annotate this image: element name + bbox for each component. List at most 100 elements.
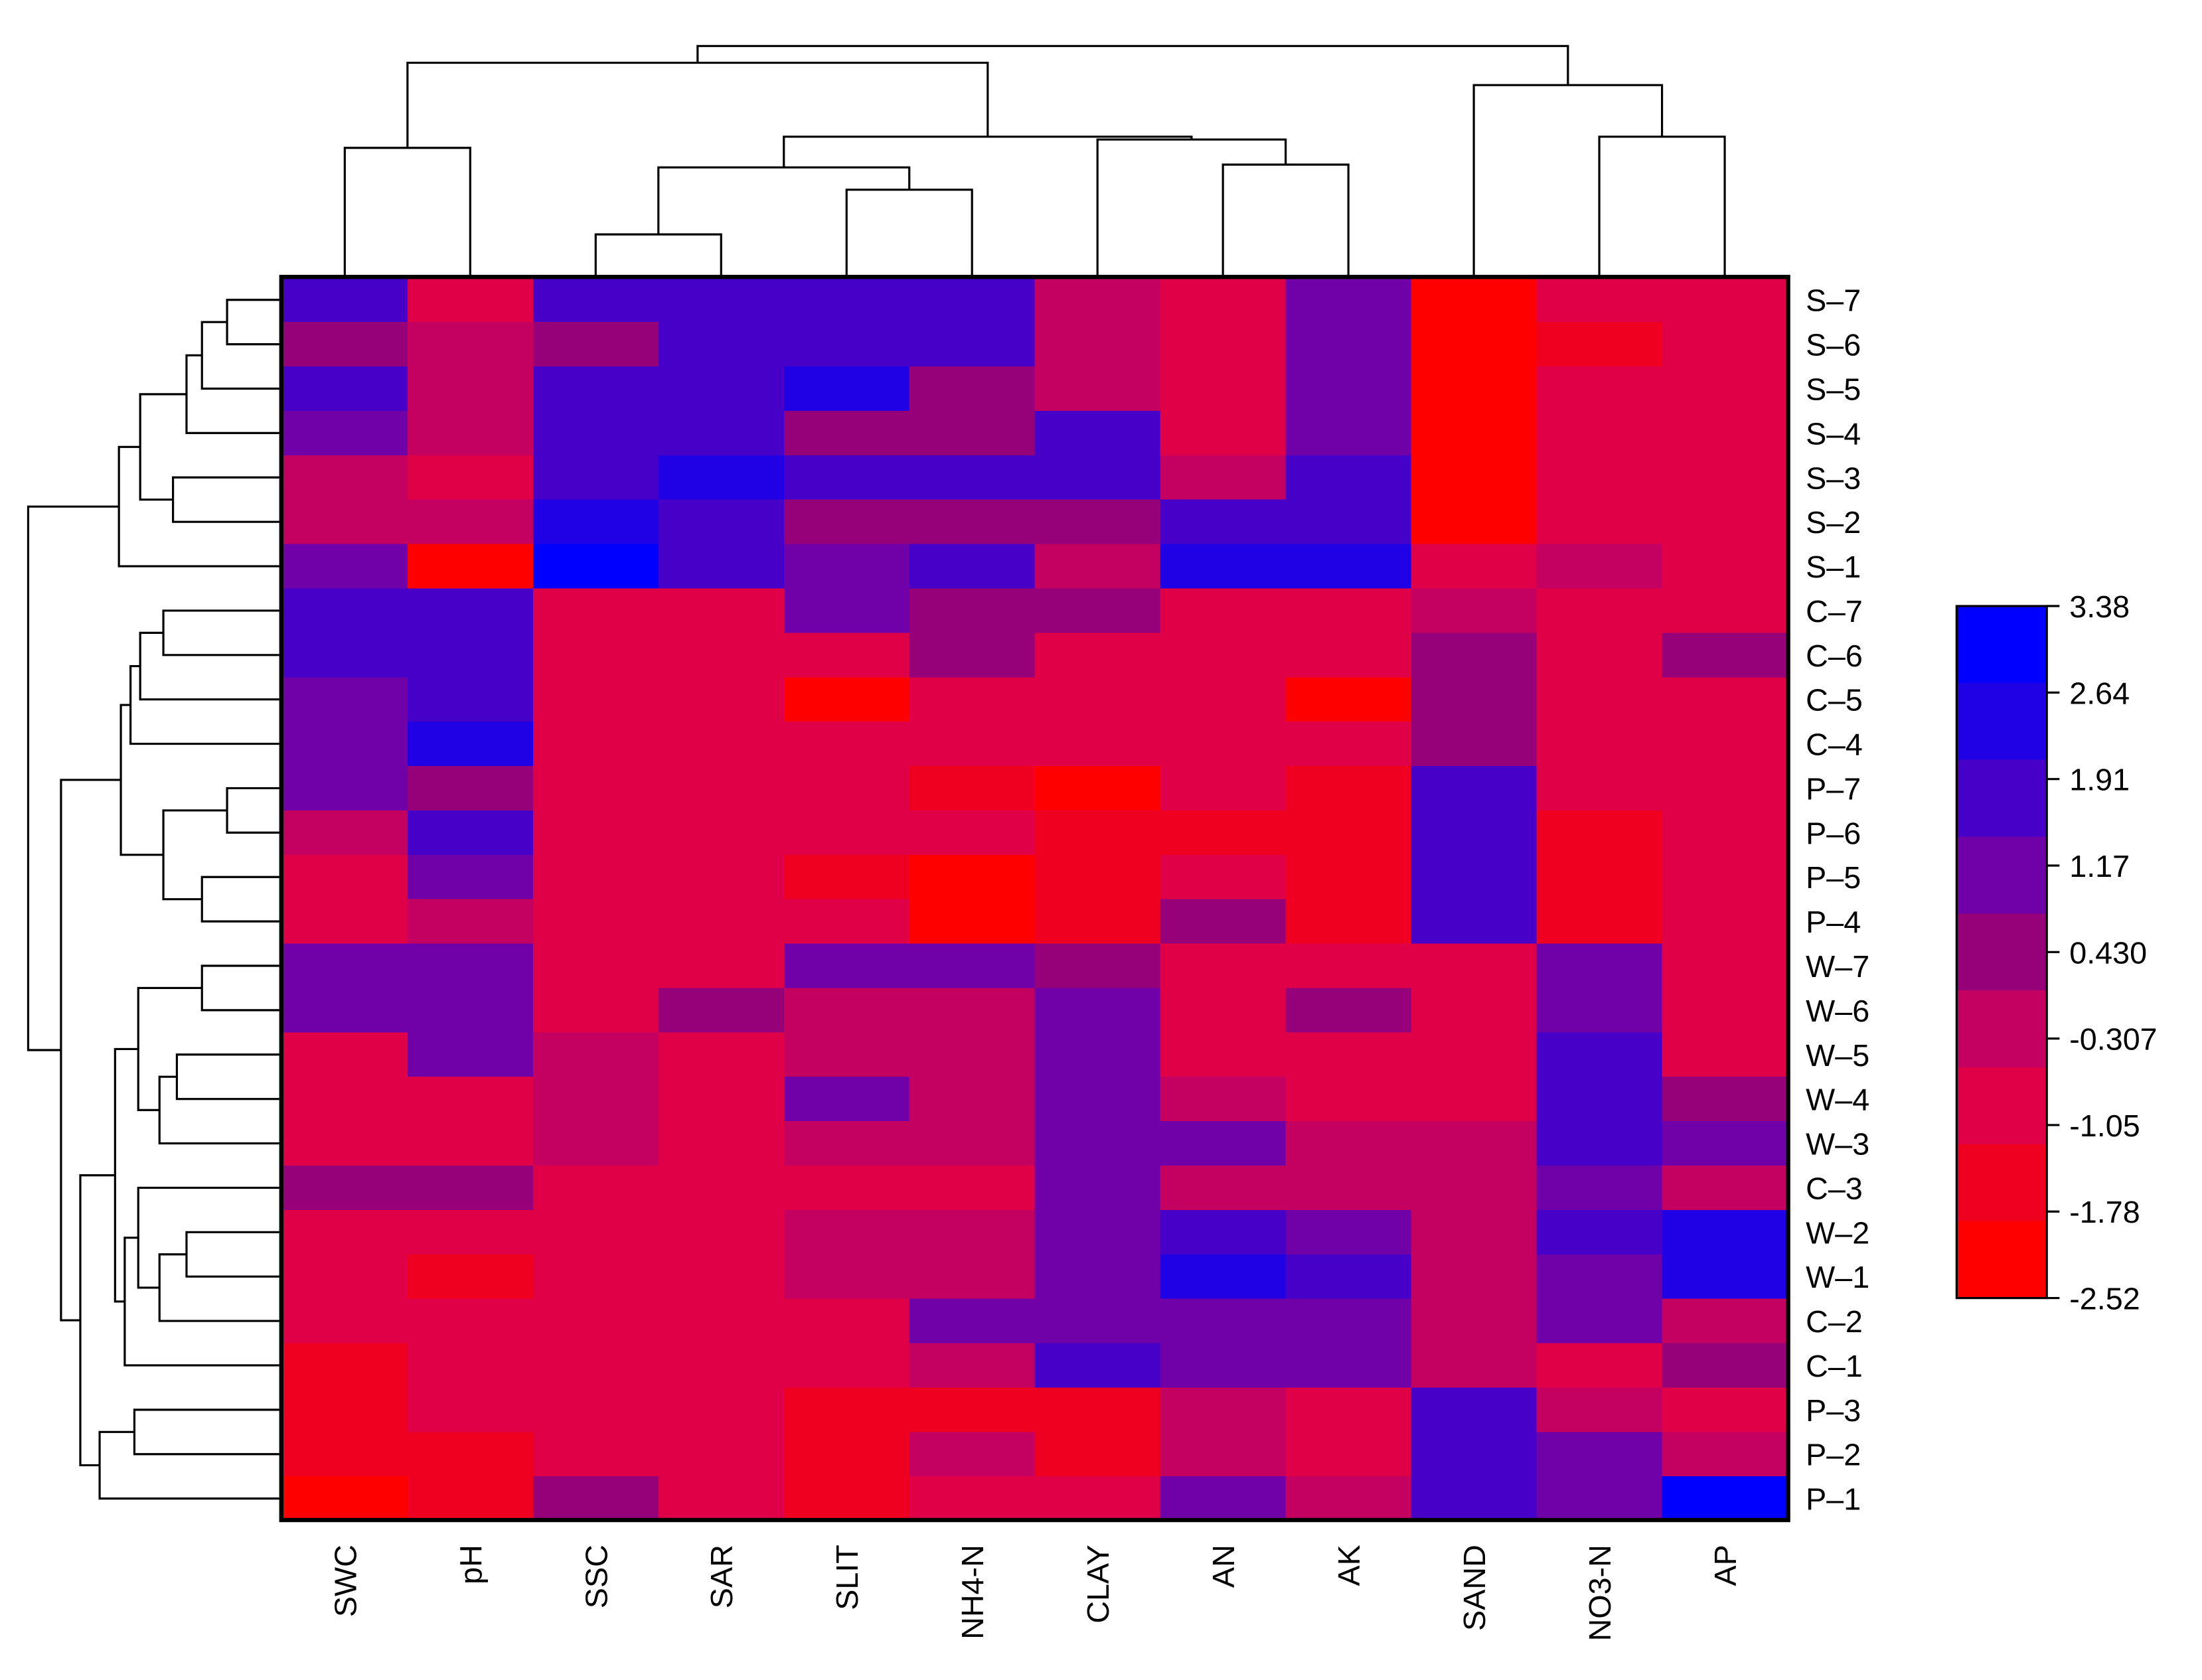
row-label: S–1 — [1806, 550, 1861, 584]
heatmap-cell — [909, 1032, 1036, 1078]
dendrogram-branch — [27, 505, 119, 1051]
heatmap-cell — [658, 1032, 785, 1078]
heatmap-cell — [1536, 544, 1663, 589]
heatmap-cell — [1411, 1387, 1537, 1433]
heatmap-cell — [281, 1387, 409, 1433]
heatmap-cell — [407, 722, 534, 767]
heatmap-cell — [1536, 366, 1663, 412]
column-label: NO3-N — [1583, 1545, 1617, 1641]
heatmap-cell — [1160, 722, 1287, 767]
heatmap-cell — [1160, 410, 1287, 457]
heatmap-cell — [658, 499, 785, 545]
heatmap-cell — [1662, 633, 1788, 678]
heatmap-cell — [1285, 899, 1412, 945]
heatmap-cell — [1662, 810, 1788, 856]
heatmap-cell — [281, 1032, 409, 1078]
heatmap-cell — [658, 1343, 785, 1389]
dendrogram-branch — [185, 354, 279, 434]
dendrogram-branch — [1096, 138, 1287, 277]
heatmap-cell — [532, 988, 660, 1033]
dendrogram-branch — [657, 166, 911, 235]
heatmap-cell — [909, 544, 1036, 589]
heatmap-cell — [281, 810, 409, 856]
heatmap-cell — [1536, 1387, 1663, 1433]
row-label: C–4 — [1806, 727, 1863, 762]
heatmap-cell — [1285, 588, 1412, 634]
heatmap-cell — [407, 366, 534, 412]
heatmap-cell — [658, 1432, 785, 1478]
heatmap-cell — [1536, 1165, 1663, 1211]
heatmap-cell — [783, 988, 911, 1033]
heatmap-cell — [1662, 1032, 1788, 1078]
column-label: SAND — [1457, 1545, 1492, 1631]
heatmap-cell — [1034, 1121, 1161, 1167]
legend-swatch — [1956, 682, 2047, 761]
heatmap-cell — [909, 633, 1036, 678]
heatmap-cell — [1536, 1298, 1663, 1344]
heatmap-cell — [407, 588, 534, 634]
heatmap-cell — [1411, 899, 1537, 945]
heatmap-cell — [1662, 1254, 1788, 1300]
heatmap-cell — [658, 766, 785, 812]
heatmap-cell — [783, 1298, 911, 1344]
heatmap-cell — [783, 722, 911, 767]
heatmap-cell — [909, 810, 1036, 856]
legend-tick-label: 1.91 — [2069, 763, 2130, 797]
heatmap-cell — [532, 1387, 660, 1433]
heatmap-cell — [1160, 277, 1287, 323]
heatmap-cell — [407, 1387, 534, 1433]
heatmap-cell — [909, 588, 1036, 634]
heatmap-cell — [783, 1432, 911, 1478]
row-label: C–2 — [1806, 1304, 1863, 1339]
heatmap-cell — [1536, 1432, 1663, 1478]
heatmap-cell — [1034, 1254, 1161, 1300]
heatmap-cells — [281, 277, 1788, 1522]
heatmap-cell — [658, 1165, 785, 1211]
column-label: SAR — [704, 1545, 739, 1608]
heatmap-cell — [532, 766, 660, 812]
heatmap-cell — [909, 722, 1036, 767]
heatmap-cell — [783, 1254, 911, 1300]
legend-tick-label: 0.430 — [2069, 935, 2147, 970]
heatmap-cell — [1411, 1298, 1537, 1344]
heatmap-cell — [658, 722, 785, 767]
heatmap-cell — [1411, 1432, 1537, 1478]
heatmap-cell — [281, 277, 409, 323]
heatmap-cell — [783, 1209, 911, 1256]
dendrogram-branch — [123, 1237, 279, 1367]
heatmap-cell — [1034, 810, 1161, 856]
heatmap-cell — [1034, 1298, 1161, 1344]
heatmap-cell — [1285, 633, 1412, 678]
row-label: S–5 — [1806, 372, 1861, 406]
heatmap-cell — [407, 988, 534, 1033]
heatmap-cell — [909, 1298, 1036, 1344]
heatmap-cell — [407, 1165, 534, 1211]
heatmap-cell — [281, 1254, 409, 1300]
heatmap-cell — [532, 455, 660, 500]
heatmap-cell — [658, 854, 785, 900]
heatmap-cell — [1160, 1121, 1287, 1167]
heatmap-cell — [281, 988, 409, 1033]
heatmap-cell — [1034, 410, 1161, 457]
heatmap-cell — [1160, 544, 1287, 589]
column-label: AP — [1708, 1545, 1743, 1586]
heatmap-cell — [532, 499, 660, 545]
row-label: P–7 — [1806, 771, 1861, 806]
heatmap-cell — [281, 1209, 409, 1256]
heatmap-cell — [1160, 1254, 1287, 1300]
heatmap-cell — [1411, 810, 1537, 856]
heatmap-cell — [1536, 722, 1663, 767]
heatmap-cell — [1536, 1121, 1663, 1167]
heatmap-cell — [1536, 633, 1663, 678]
heatmap-cell — [783, 499, 911, 545]
heatmap-cell — [532, 1298, 660, 1344]
heatmap-cell — [281, 1165, 409, 1211]
heatmap-cell — [1034, 854, 1161, 900]
heatmap-cell — [1160, 366, 1287, 412]
heatmap-cell — [783, 943, 911, 989]
heatmap-cell — [1160, 588, 1287, 634]
heatmap-cell — [909, 499, 1036, 545]
heatmap-cell — [658, 899, 785, 945]
heatmap-cell — [532, 588, 660, 634]
row-label: P–3 — [1806, 1393, 1861, 1428]
